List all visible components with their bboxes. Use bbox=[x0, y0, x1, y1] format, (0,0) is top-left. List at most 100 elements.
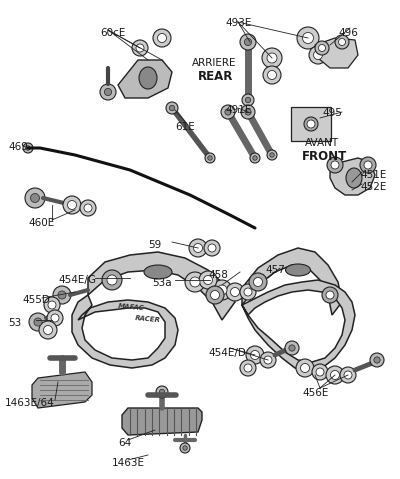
Circle shape bbox=[53, 286, 71, 304]
Circle shape bbox=[322, 287, 338, 303]
Circle shape bbox=[26, 146, 30, 150]
Circle shape bbox=[246, 346, 264, 364]
Circle shape bbox=[159, 389, 165, 395]
Circle shape bbox=[185, 272, 205, 292]
Circle shape bbox=[331, 161, 339, 169]
Circle shape bbox=[245, 109, 251, 115]
Circle shape bbox=[285, 341, 299, 355]
Text: 53: 53 bbox=[8, 318, 21, 328]
Circle shape bbox=[136, 44, 144, 52]
Circle shape bbox=[100, 84, 116, 100]
Circle shape bbox=[326, 366, 344, 384]
Circle shape bbox=[315, 41, 329, 55]
Polygon shape bbox=[32, 372, 92, 408]
Circle shape bbox=[180, 443, 190, 453]
Text: RACER: RACER bbox=[135, 315, 161, 323]
Circle shape bbox=[267, 53, 277, 63]
Text: 1463E: 1463E bbox=[112, 458, 145, 468]
Circle shape bbox=[169, 105, 175, 111]
Circle shape bbox=[326, 291, 334, 299]
Circle shape bbox=[30, 194, 40, 203]
Circle shape bbox=[327, 157, 343, 173]
Circle shape bbox=[338, 38, 346, 46]
Circle shape bbox=[153, 29, 171, 47]
Ellipse shape bbox=[144, 265, 172, 279]
Text: 455D: 455D bbox=[22, 295, 50, 305]
Circle shape bbox=[80, 200, 96, 216]
Ellipse shape bbox=[286, 264, 310, 276]
Circle shape bbox=[268, 70, 276, 80]
Circle shape bbox=[68, 201, 76, 209]
Circle shape bbox=[107, 275, 117, 285]
Text: 469: 469 bbox=[8, 142, 28, 152]
Circle shape bbox=[307, 120, 315, 128]
Text: 1463E/64: 1463E/64 bbox=[5, 398, 55, 408]
Circle shape bbox=[312, 364, 328, 380]
Circle shape bbox=[44, 297, 60, 313]
FancyBboxPatch shape bbox=[291, 107, 331, 141]
Polygon shape bbox=[118, 60, 172, 98]
Text: 458: 458 bbox=[208, 270, 228, 280]
Text: 454E/G: 454E/G bbox=[58, 275, 96, 285]
Circle shape bbox=[318, 45, 326, 52]
Circle shape bbox=[250, 153, 260, 163]
Circle shape bbox=[190, 277, 200, 287]
Circle shape bbox=[194, 243, 202, 252]
Circle shape bbox=[225, 109, 231, 115]
Circle shape bbox=[335, 35, 349, 49]
Circle shape bbox=[340, 367, 356, 383]
Circle shape bbox=[289, 345, 295, 351]
Circle shape bbox=[47, 310, 63, 326]
Circle shape bbox=[63, 196, 81, 214]
Circle shape bbox=[370, 353, 384, 367]
Ellipse shape bbox=[346, 168, 362, 188]
Text: AVANT: AVANT bbox=[305, 138, 339, 148]
Text: MAFAC: MAFAC bbox=[118, 303, 145, 311]
Polygon shape bbox=[88, 252, 235, 320]
Circle shape bbox=[166, 102, 178, 114]
Circle shape bbox=[158, 34, 166, 43]
Circle shape bbox=[58, 291, 66, 299]
Circle shape bbox=[241, 105, 255, 119]
Polygon shape bbox=[72, 295, 178, 368]
Circle shape bbox=[23, 143, 33, 153]
Circle shape bbox=[300, 364, 310, 373]
Circle shape bbox=[226, 283, 244, 301]
Circle shape bbox=[221, 105, 235, 119]
Polygon shape bbox=[122, 408, 202, 435]
Text: 60cE: 60cE bbox=[100, 28, 125, 38]
Circle shape bbox=[189, 239, 207, 257]
Circle shape bbox=[104, 89, 112, 96]
Circle shape bbox=[250, 351, 260, 360]
Circle shape bbox=[270, 153, 274, 157]
Circle shape bbox=[253, 156, 257, 160]
Circle shape bbox=[297, 27, 319, 49]
Circle shape bbox=[208, 156, 212, 160]
Ellipse shape bbox=[139, 67, 157, 89]
Text: REAR: REAR bbox=[198, 70, 233, 83]
Circle shape bbox=[314, 50, 322, 59]
Circle shape bbox=[244, 364, 252, 372]
Text: 457: 457 bbox=[265, 265, 285, 275]
Text: 493E: 493E bbox=[225, 18, 251, 28]
Text: 454E/D: 454E/D bbox=[208, 348, 246, 358]
Circle shape bbox=[230, 287, 240, 297]
Circle shape bbox=[240, 360, 256, 376]
Text: FRONT: FRONT bbox=[302, 150, 347, 163]
Text: 61E: 61E bbox=[175, 122, 195, 132]
Circle shape bbox=[156, 386, 168, 398]
Circle shape bbox=[296, 359, 314, 377]
Circle shape bbox=[212, 280, 232, 300]
Text: 491E: 491E bbox=[225, 105, 251, 115]
Polygon shape bbox=[330, 158, 375, 195]
Text: 451E: 451E bbox=[360, 170, 386, 180]
Circle shape bbox=[309, 46, 327, 64]
Circle shape bbox=[242, 94, 254, 106]
Circle shape bbox=[205, 153, 215, 163]
Circle shape bbox=[48, 301, 56, 309]
Circle shape bbox=[304, 117, 318, 131]
Circle shape bbox=[44, 326, 52, 334]
Circle shape bbox=[102, 270, 122, 290]
Text: 59: 59 bbox=[148, 240, 161, 250]
Circle shape bbox=[244, 288, 252, 296]
